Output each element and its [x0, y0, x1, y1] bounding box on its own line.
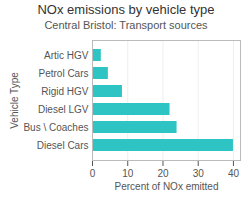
svg-text:Rigid HGV: Rigid HGV: [41, 86, 89, 97]
svg-text:40: 40: [228, 168, 240, 179]
svg-text:Artic HGV: Artic HGV: [44, 50, 89, 61]
svg-text:30: 30: [193, 168, 205, 179]
html-text:Central Bristol: Transport sou: Central Bristol: Transport sources: [44, 19, 208, 31]
svg-text:Diesel Cars: Diesel Cars: [37, 140, 89, 151]
svg-text:10: 10: [122, 168, 134, 179]
svg-text:Percent of NOx emitted: Percent of NOx emitted: [115, 181, 219, 192]
svg-text:Diesel LGV: Diesel LGV: [38, 104, 89, 115]
svg-text:0: 0: [90, 168, 96, 179]
svg-text:Vehicle Type: Vehicle Type: [9, 72, 20, 129]
svg-text:Petrol Cars: Petrol Cars: [38, 68, 88, 79]
svg-text:Bus \ Coaches: Bus \ Coaches: [23, 122, 88, 133]
html-text:NOx emissions by vehicle type: NOx emissions by vehicle type: [37, 2, 215, 17]
svg-text:20: 20: [157, 168, 169, 179]
